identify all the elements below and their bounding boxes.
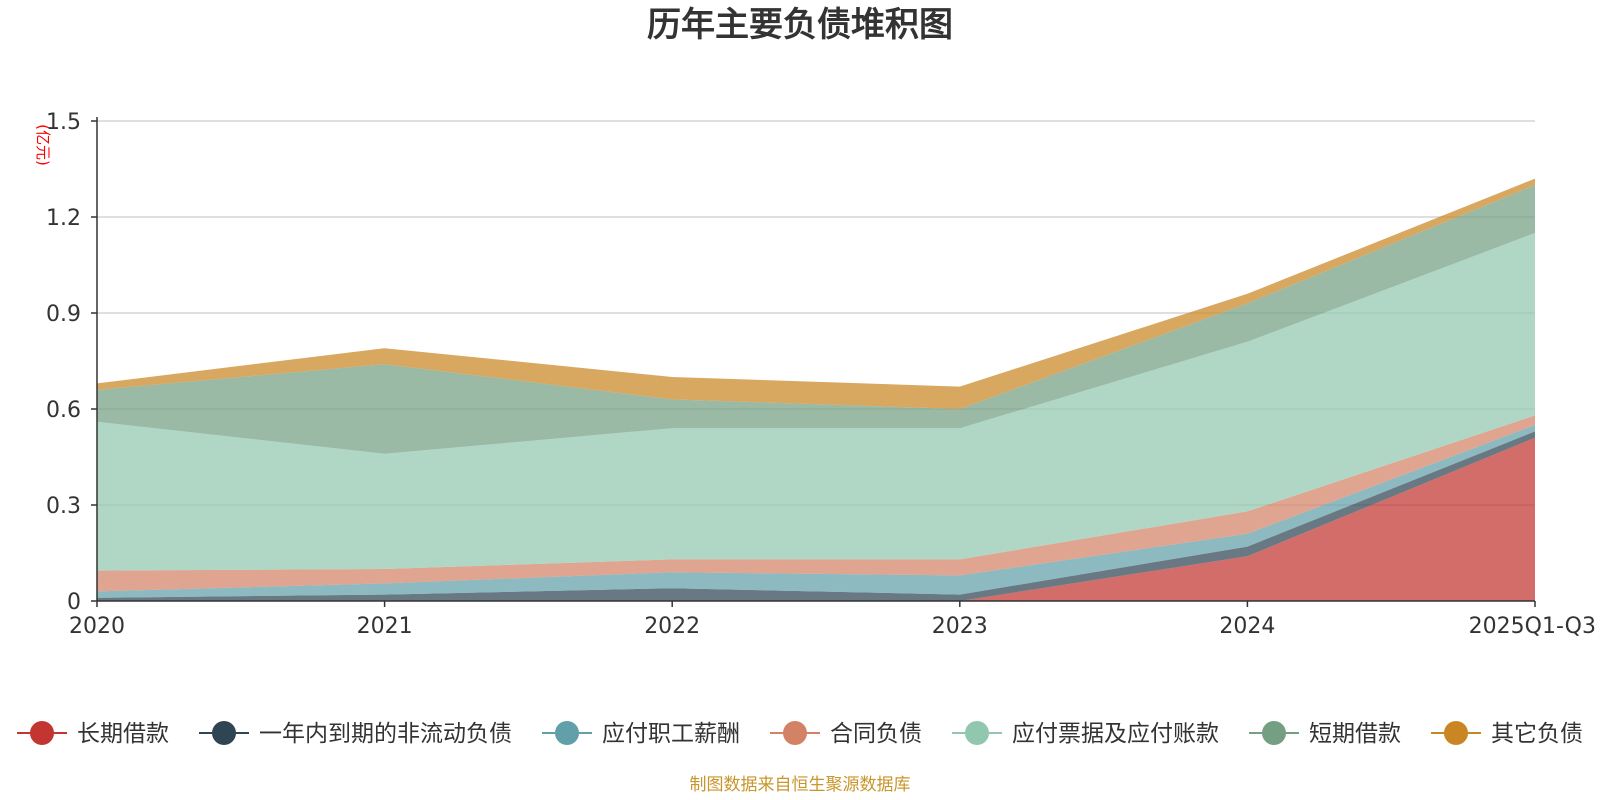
legend-label: 一年内到期的非流动负债 <box>259 721 512 747</box>
legend-label: 应付职工薪酬 <box>602 721 740 747</box>
legend-item-7[interactable]: 其它负债 <box>1431 721 1583 747</box>
series-area-1 <box>97 437 1535 601</box>
series-area-3 <box>97 425 1535 598</box>
legend-label: 其它负债 <box>1491 721 1583 747</box>
legend: 长期借款 一年内到期的非流动负债 应付职工薪酬 合同负债 应付票据及应付账款 短期借款 其它… <box>17 721 1583 747</box>
legend-marker <box>1444 721 1468 745</box>
legend-label: 应付票据及应付账款 <box>1012 721 1219 747</box>
legend-marker <box>1262 721 1286 745</box>
x-tick-label: 2023 <box>932 614 988 639</box>
chart-title: 历年主要负债堆积图 <box>647 5 953 45</box>
series-area-5 <box>97 233 1535 571</box>
legend-label: 短期借款 <box>1309 721 1401 747</box>
axes: 0 0.3 0.6 0.9 1.2 1.5 2020 2021 2022 2023 2024 2025… <box>46 110 1596 639</box>
series-area-7 <box>97 178 1535 409</box>
legend-marker <box>212 721 236 745</box>
x-tick-label: 2024 <box>1219 614 1275 639</box>
legend-marker <box>965 721 989 745</box>
legend-label: 合同负债 <box>830 721 922 747</box>
y-tick-label: 0.9 <box>46 302 81 327</box>
legend-label: 长期借款 <box>77 721 169 747</box>
source-note: 制图数据来自恒生聚源数据库 <box>690 775 911 795</box>
series-area-4 <box>97 415 1535 592</box>
legend-marker <box>783 721 807 745</box>
series-areas <box>97 178 1535 601</box>
legend-item-2[interactable]: 一年内到期的非流动负债 <box>199 721 512 747</box>
legend-item-4[interactable]: 合同负债 <box>770 721 922 747</box>
y-axis-unit: (亿元) <box>34 124 52 166</box>
x-tick-label: 2022 <box>644 614 700 639</box>
y-tick-label: 0.6 <box>46 398 81 423</box>
legend-item-6[interactable]: 短期借款 <box>1249 721 1401 747</box>
legend-item-1[interactable]: 长期借款 <box>17 721 169 747</box>
y-tick-label: 1.2 <box>46 206 81 231</box>
y-tick-label: 0.3 <box>46 494 81 519</box>
x-tick-label: 2021 <box>357 614 413 639</box>
legend-item-3[interactable]: 应付职工薪酬 <box>542 721 740 747</box>
y-tick-label: 1.5 <box>46 110 81 135</box>
y-tick-label: 0 <box>67 590 81 615</box>
x-tick-label: 2020 <box>69 614 125 639</box>
legend-marker <box>555 721 579 745</box>
legend-item-5[interactable]: 应付票据及应付账款 <box>952 721 1219 747</box>
series-area-6 <box>97 185 1535 454</box>
x-tick-label: 2025Q1-Q3 <box>1469 614 1596 639</box>
legend-marker <box>30 721 54 745</box>
